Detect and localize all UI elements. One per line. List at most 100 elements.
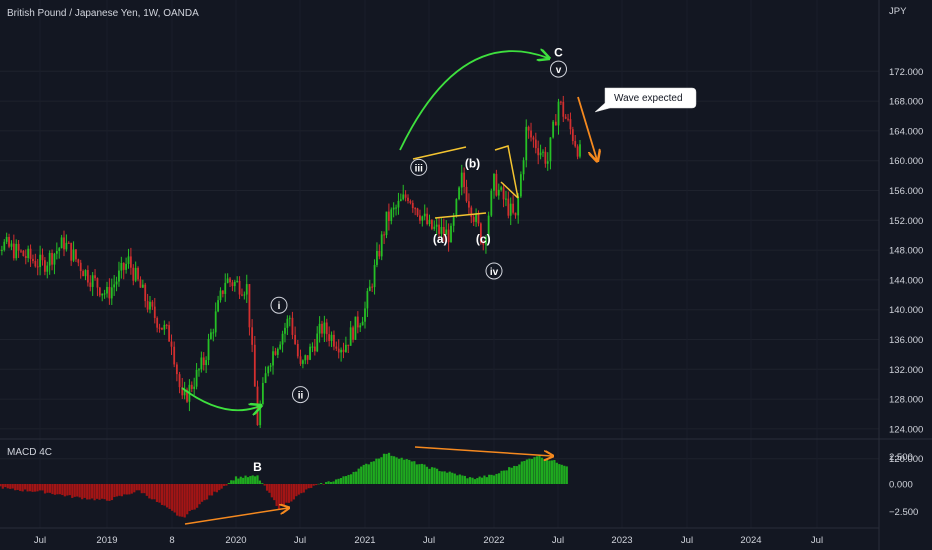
- macd-bar: [218, 484, 221, 491]
- candle-body: [519, 174, 522, 197]
- macd-bar: [297, 484, 300, 495]
- candle-body: [395, 207, 397, 209]
- price-tick-label: 132.000: [889, 365, 923, 376]
- candle-body: [103, 293, 106, 295]
- time-tick-label: Jul: [811, 535, 823, 546]
- macd-bar: [133, 484, 136, 493]
- candle-body: [261, 382, 264, 405]
- candle-body: [433, 226, 436, 229]
- price-tick-label: 156.000: [889, 186, 923, 197]
- candle-body: [86, 270, 89, 283]
- candle-body: [267, 366, 270, 374]
- macd-bar: [145, 484, 148, 496]
- macd-bar: [480, 477, 484, 484]
- time-tick-label: 2023: [611, 535, 632, 546]
- candle-body: [549, 137, 552, 162]
- candle-body: [330, 334, 333, 341]
- macd-bar: [213, 484, 216, 492]
- candle-body: [546, 161, 549, 164]
- macd-bar: [451, 472, 454, 484]
- macd-bar: [456, 475, 459, 484]
- candle-body: [487, 215, 490, 238]
- candle-body: [139, 279, 142, 288]
- macd-bar: [380, 457, 383, 484]
- macd-bar: [125, 484, 128, 495]
- macd-bar: [538, 455, 541, 484]
- macd-bar: [176, 484, 179, 516]
- candle-body: [423, 213, 426, 217]
- candle-body: [500, 187, 503, 190]
- candle-body: [564, 116, 567, 119]
- macd-bar: [215, 484, 218, 493]
- candle-body: [465, 186, 468, 202]
- candle-body: [321, 323, 323, 334]
- candle-body: [233, 281, 236, 287]
- macd-bar: [403, 459, 406, 484]
- time-tick-label: Jul: [552, 535, 564, 546]
- divergence-top-line: [414, 446, 552, 456]
- wave-label: iv: [490, 267, 499, 278]
- candle-body: [115, 281, 118, 285]
- candle-body: [29, 248, 32, 259]
- candle-body: [221, 290, 224, 294]
- time-axis: Jul 2019 8 2020 Jul 2021 Jul 2022 Jul 2023 Jul 2024…: [34, 535, 823, 546]
- macd-bar: [518, 464, 521, 484]
- candle-body: [460, 172, 463, 188]
- time-tick-label: Jul: [423, 535, 435, 546]
- candle-body: [340, 349, 343, 353]
- candle-body: [288, 317, 291, 319]
- candle-body: [165, 324, 168, 326]
- macd-bar: [24, 484, 27, 490]
- macd-bar: [400, 457, 403, 484]
- candle-body: [253, 344, 256, 387]
- candle-body: [248, 284, 251, 328]
- drawings: [181, 51, 597, 525]
- candle-body: [149, 301, 151, 310]
- macd-bar: [473, 479, 476, 484]
- macd-bar: [31, 484, 34, 492]
- candle-body: [34, 260, 37, 267]
- grid: [0, 70, 879, 460]
- candle-body: [72, 249, 75, 261]
- candle-body: [390, 209, 393, 221]
- macd-bar: [234, 476, 238, 484]
- wave-label: B: [253, 460, 262, 474]
- macd-bar: [98, 484, 101, 500]
- candle-body: [84, 270, 87, 277]
- macd-bar: [334, 479, 338, 484]
- macd-bar: [377, 458, 381, 484]
- macd-bar: [555, 462, 558, 484]
- macd-bar: [165, 484, 169, 508]
- candle-body: [210, 332, 212, 339]
- wave-label: (c): [476, 232, 491, 246]
- macd-bar: [395, 457, 398, 484]
- candle-body: [416, 208, 419, 216]
- candle-body: [238, 280, 241, 295]
- candle-body: [385, 211, 388, 236]
- macd-bar: [178, 484, 181, 517]
- candle-body: [193, 386, 196, 389]
- candle-body: [212, 332, 215, 334]
- macd-bar: [392, 456, 396, 484]
- candle-body: [132, 267, 135, 281]
- candle-body: [440, 227, 443, 234]
- candle-body: [299, 356, 302, 364]
- macd-bar: [251, 475, 254, 484]
- candle-body: [525, 126, 528, 161]
- candle-body: [122, 262, 125, 270]
- time-tick-label: 2021: [354, 535, 375, 546]
- macd-bar: [558, 464, 561, 484]
- candle-body: [205, 360, 208, 366]
- candle-body: [414, 208, 417, 210]
- macd-bar: [110, 484, 114, 501]
- candle-body: [576, 146, 579, 157]
- candle-body: [226, 278, 229, 283]
- candle-body: [514, 212, 517, 216]
- candle-body: [452, 215, 455, 226]
- candle-body: [527, 126, 530, 131]
- macd-bar: [91, 484, 94, 499]
- candle-body: [286, 318, 289, 328]
- candle-body: [53, 253, 56, 265]
- macd-bar: [490, 474, 493, 484]
